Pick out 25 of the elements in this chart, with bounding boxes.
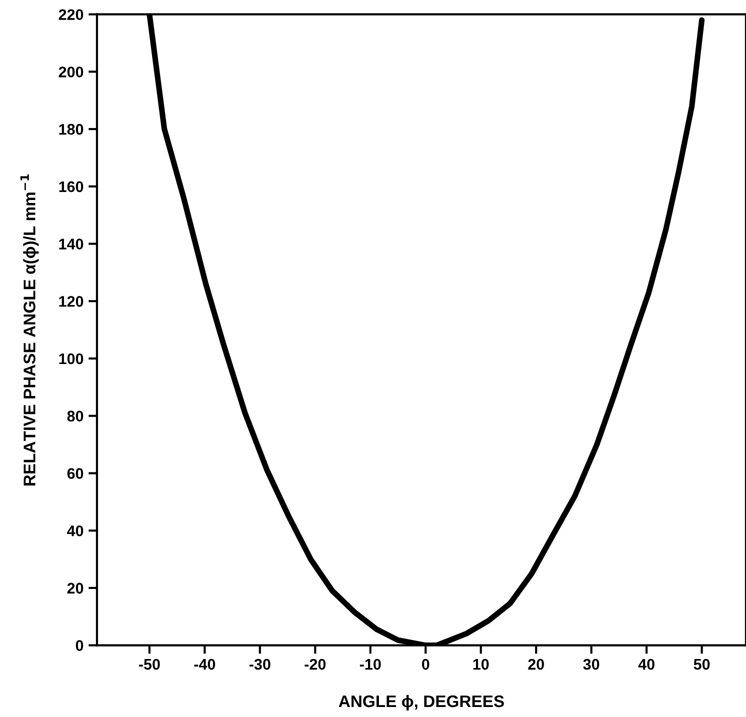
x-tick-label: -50 xyxy=(139,658,160,670)
y-tick-label: 20 xyxy=(67,582,84,594)
y-tick-label: 100 xyxy=(59,353,84,364)
x-axis-title: ANGLE ϕ, DEGREES xyxy=(338,694,504,710)
x-tick-label: -30 xyxy=(249,658,270,670)
x-tick-label: -40 xyxy=(194,658,216,670)
y-tick-label: 60 xyxy=(67,468,84,479)
y-tick-label: 200 xyxy=(58,66,84,78)
y-tick-label: 220 xyxy=(58,9,84,20)
x-tick-label: 40 xyxy=(638,658,654,670)
y-tick-label: 180 xyxy=(59,124,84,135)
y-tick-label: 120 xyxy=(59,296,84,307)
x-tick-label: -10 xyxy=(360,658,381,670)
y-tick-label: 140 xyxy=(59,238,84,250)
x-tick-label: 0 xyxy=(422,658,430,670)
x-tick-label: 30 xyxy=(583,658,600,670)
x-tick-label: 20 xyxy=(528,658,544,670)
y-tick-label: 160 xyxy=(59,181,84,192)
x-tick-label: 50 xyxy=(694,658,710,670)
y-tick-label: 0 xyxy=(76,640,84,651)
x-tick-label: 10 xyxy=(473,658,489,670)
x-tick-label: -20 xyxy=(304,658,326,670)
y-axis-title: RELATIVE PHASE ANGLE α(ϕ)/L mm$^{−1}$ xyxy=(20,174,39,486)
y-tick-label: 80 xyxy=(67,410,84,422)
y-tick-label: 40 xyxy=(67,525,84,536)
